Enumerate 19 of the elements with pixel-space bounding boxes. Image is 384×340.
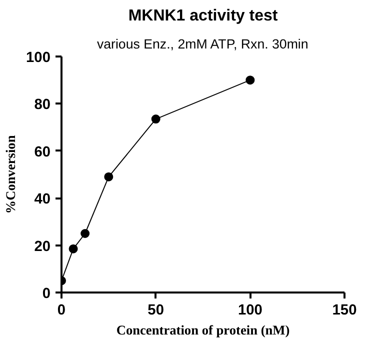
- point: [68, 244, 78, 254]
- y-tick-label: 60: [34, 144, 51, 160]
- point: [151, 114, 160, 124]
- chart-title: MKNK1 activity test: [128, 8, 278, 24]
- y-tick-label: 40: [34, 192, 51, 208]
- chart-subtitle: various Enz., 2mM ATP, Rxn. 30min: [96, 36, 308, 52]
- point: [246, 76, 255, 85]
- y-tick-label: 100: [26, 50, 51, 66]
- y-tick-label: 80: [34, 97, 51, 114]
- y-tick-label: 20: [34, 238, 51, 255]
- y-tick-label: 0: [42, 286, 51, 302]
- x-tick-label: 0: [57, 302, 66, 318]
- x-tick-label: 100: [238, 302, 262, 318]
- x-tick-label: 50: [148, 302, 164, 318]
- point: [80, 229, 90, 238]
- x-tick-label: 150: [332, 302, 357, 318]
- y-axis-title: %Conversion: [3, 134, 18, 214]
- point: [104, 172, 114, 182]
- x-axis-title: Concentration of protein (nM): [116, 322, 290, 338]
